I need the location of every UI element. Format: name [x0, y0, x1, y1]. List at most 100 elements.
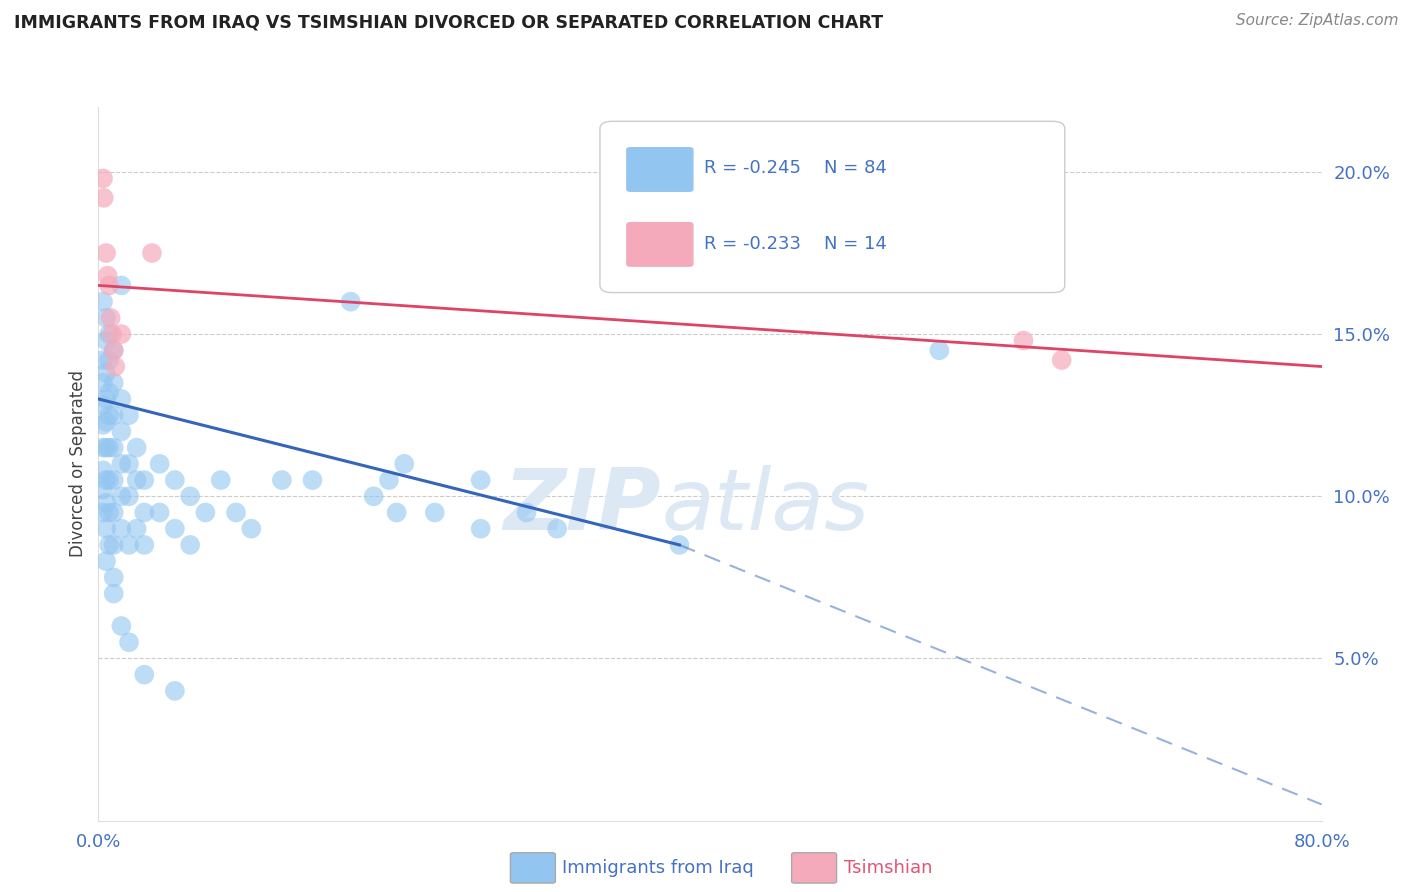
Point — [103, 538, 125, 552]
Point — [110, 457, 132, 471]
Point — [103, 376, 125, 390]
Point — [91, 417, 114, 432]
Point — [94, 366, 117, 380]
Point — [110, 278, 132, 293]
Text: R = -0.245    N = 84: R = -0.245 N = 84 — [704, 159, 887, 177]
Point — [149, 506, 172, 520]
Point — [91, 483, 114, 497]
Point — [91, 171, 114, 186]
Point — [103, 343, 125, 358]
Point — [104, 359, 127, 374]
Point — [97, 268, 120, 283]
Point — [103, 408, 125, 422]
FancyBboxPatch shape — [627, 148, 693, 191]
Point — [94, 473, 117, 487]
Point — [101, 327, 124, 342]
Point — [91, 294, 114, 309]
Text: atlas: atlas — [661, 465, 869, 549]
Point — [163, 684, 186, 698]
Point — [118, 457, 141, 471]
Point — [134, 506, 156, 520]
FancyBboxPatch shape — [600, 121, 1064, 293]
Point — [98, 441, 121, 455]
Point — [91, 463, 114, 477]
Point — [103, 586, 125, 600]
Point — [94, 246, 117, 260]
Point — [98, 473, 121, 487]
Point — [98, 385, 121, 400]
Point — [516, 506, 538, 520]
Point — [363, 489, 385, 503]
Point — [118, 489, 141, 503]
Point — [91, 441, 114, 455]
Point — [94, 441, 117, 455]
Point — [98, 327, 121, 342]
Point — [134, 538, 156, 552]
Point — [546, 522, 568, 536]
Point — [103, 473, 125, 487]
Point — [134, 473, 156, 487]
Point — [125, 473, 148, 487]
Point — [91, 353, 114, 368]
Point — [94, 415, 117, 429]
Point — [1012, 334, 1035, 348]
Point — [98, 506, 121, 520]
Point — [240, 522, 263, 536]
Text: Source: ZipAtlas.com: Source: ZipAtlas.com — [1236, 13, 1399, 29]
Point — [668, 538, 690, 552]
Point — [94, 392, 117, 406]
Point — [94, 554, 117, 568]
Point — [103, 570, 125, 584]
Point — [93, 191, 115, 205]
Point — [118, 635, 141, 649]
Point — [378, 473, 401, 487]
Point — [91, 376, 114, 390]
Point — [94, 522, 117, 536]
FancyBboxPatch shape — [627, 223, 693, 266]
Point — [125, 522, 148, 536]
Point — [118, 408, 141, 422]
Y-axis label: Divorced or Separated: Divorced or Separated — [69, 370, 87, 558]
Point — [110, 327, 132, 342]
Point — [98, 538, 121, 552]
Point — [149, 457, 172, 471]
Point — [94, 496, 117, 510]
Point — [103, 506, 125, 520]
Point — [110, 489, 132, 503]
Point — [98, 408, 121, 422]
Point — [110, 392, 132, 406]
Point — [385, 506, 408, 520]
Point — [98, 278, 121, 293]
Point — [91, 506, 114, 520]
Text: Tsimshian: Tsimshian — [844, 859, 932, 877]
Point — [98, 353, 121, 368]
Point — [470, 522, 492, 536]
Point — [163, 522, 186, 536]
Point — [110, 522, 132, 536]
Point — [100, 310, 122, 325]
Point — [1050, 353, 1073, 368]
Point — [928, 343, 950, 358]
Point — [339, 294, 361, 309]
Point — [194, 506, 217, 520]
Point — [270, 473, 294, 487]
Point — [163, 473, 186, 487]
Text: Immigrants from Iraq: Immigrants from Iraq — [562, 859, 754, 877]
Point — [103, 343, 125, 358]
Point — [94, 310, 117, 325]
Point — [110, 619, 132, 633]
Text: ZIP: ZIP — [503, 465, 661, 549]
Text: R = -0.233    N = 14: R = -0.233 N = 14 — [704, 235, 887, 253]
Point — [301, 473, 323, 487]
Point — [91, 399, 114, 413]
Point — [179, 489, 201, 503]
Point — [110, 425, 132, 439]
Point — [134, 667, 156, 681]
Point — [94, 334, 117, 348]
Point — [125, 441, 148, 455]
Point — [118, 538, 141, 552]
Point — [209, 473, 232, 487]
Point — [423, 506, 446, 520]
Point — [103, 441, 125, 455]
Point — [179, 538, 201, 552]
